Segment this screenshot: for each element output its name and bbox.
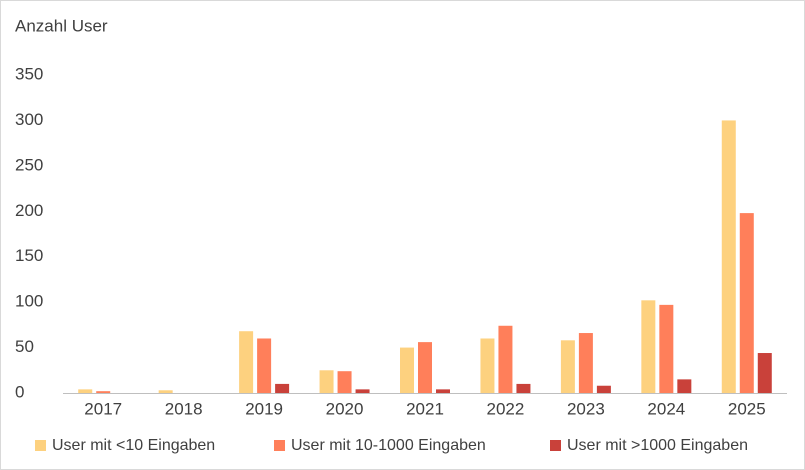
bar (659, 304, 674, 393)
y-tick-label: 350 (15, 64, 43, 83)
bar (319, 370, 334, 393)
bar (739, 213, 754, 393)
legend-swatch (274, 440, 285, 451)
y-tick-label: 100 (15, 292, 43, 311)
bar (578, 333, 593, 393)
legend-swatch (550, 440, 561, 451)
y-tick-label: 200 (15, 201, 43, 220)
bar (641, 300, 656, 393)
x-tick-label: 2024 (647, 399, 685, 418)
legend-label: User mit <10 Eingaben (52, 437, 215, 454)
x-tick-label: 2018 (165, 399, 203, 418)
bar (257, 338, 272, 393)
y-tick-label: 50 (15, 337, 34, 356)
bar (418, 342, 432, 393)
bar (721, 120, 736, 393)
x-tick-label: 2022 (487, 399, 525, 418)
legend-label: User mit 10-1000 Eingaben (291, 437, 486, 454)
x-tick-label: 2025 (728, 399, 766, 418)
bar (355, 389, 370, 393)
bar (677, 379, 692, 393)
bar (96, 391, 111, 393)
y-tick-label: 0 (15, 382, 24, 401)
y-tick-label: 150 (15, 246, 43, 265)
x-tick-label: 2020 (326, 399, 364, 418)
bar (337, 371, 352, 393)
y-tick-label: 250 (15, 155, 43, 174)
y-tick-label: 300 (15, 110, 43, 129)
bar (78, 389, 93, 393)
legend-swatch (35, 440, 46, 451)
bar (275, 383, 290, 393)
legend-label: User mit >1000 Eingaben (567, 437, 748, 454)
bar (560, 340, 575, 393)
bar (757, 353, 772, 393)
x-tick-label: 2023 (567, 399, 605, 418)
bar (516, 383, 531, 393)
x-tick-label: 2021 (406, 399, 444, 418)
bar (400, 347, 414, 393)
bar (436, 389, 450, 393)
bar (498, 325, 513, 393)
bar (239, 331, 254, 393)
bar (480, 338, 495, 393)
y-axis-title: Anzahl User (15, 16, 108, 35)
bar (158, 390, 173, 393)
x-tick-label: 2017 (84, 399, 122, 418)
x-tick-label: 2019 (245, 399, 283, 418)
bar (596, 385, 611, 393)
